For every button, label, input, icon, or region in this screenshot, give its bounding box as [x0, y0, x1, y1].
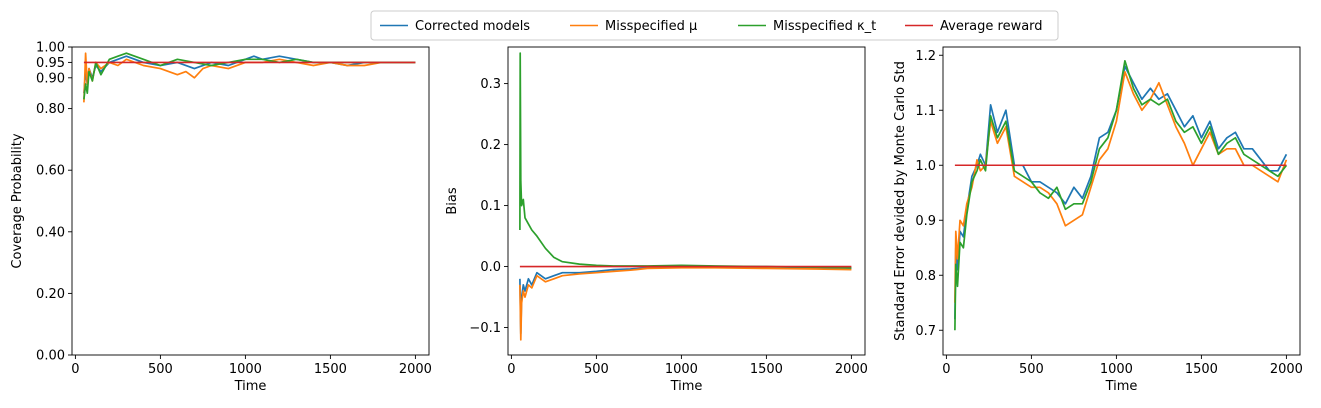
- y-tick-label: 0.95: [36, 56, 65, 71]
- y-tick-label: 1.2: [915, 49, 936, 64]
- y-tick-label: 0.8: [915, 269, 936, 284]
- series-line-misspecified-t: [519, 52, 852, 269]
- x-axis-label: Time: [234, 379, 267, 394]
- plot-area: [83, 52, 416, 103]
- axes-frame: [942, 46, 1301, 356]
- y-tick-label: 0.2: [480, 138, 501, 153]
- axes-frame: [71, 46, 430, 356]
- x-tick-label: 1500: [750, 362, 783, 377]
- x-axis-label: Time: [670, 379, 703, 394]
- series-line-misspecified: [519, 266, 852, 341]
- legend-label-average-reward: Average reward: [940, 19, 1043, 34]
- y-tick-label: 1.00: [36, 41, 65, 56]
- axes-frame: [507, 46, 866, 356]
- x-tick-label: 500: [1019, 362, 1044, 377]
- y-tick-label: 0.80: [36, 102, 65, 117]
- x-tick-label: 0: [71, 362, 79, 377]
- y-axis-label: Coverage Probability: [10, 133, 25, 268]
- x-tick-label: 0: [507, 362, 515, 377]
- y-tick-label: 0.1: [480, 199, 501, 214]
- series-line-misspecified-t: [83, 52, 416, 100]
- y-tick-label: 0.3: [480, 77, 501, 92]
- x-tick-label: 500: [148, 362, 173, 377]
- y-tick-label: 0.60: [36, 164, 65, 179]
- series-line-misspecified: [954, 70, 1288, 303]
- y-tick-label: 0.00: [36, 349, 65, 364]
- series-line-misspecified: [83, 52, 416, 103]
- plot-area: [954, 59, 1288, 331]
- x-tick-label: 500: [584, 362, 609, 377]
- x-tick-label: 2000: [399, 362, 432, 377]
- chart-panels: 0 500 1000 1500 20000.000.200.400.600.800.90…: [10, 41, 1303, 395]
- panel-2: 0 500 1000 1500 2000 −0.1 0.0 0.1 0.2 0.3 Time Bias: [445, 46, 868, 394]
- legend-label-corrected-models: Corrected models: [415, 19, 530, 34]
- x-tick-label: 0: [942, 362, 950, 377]
- y-tick-label: 0.9: [915, 214, 936, 229]
- x-tick-label: 1500: [314, 362, 347, 377]
- x-tick-label: 1000: [665, 362, 698, 377]
- x-axis-label: Time: [1105, 379, 1138, 394]
- panel-3: 0 500 1000 1500 2000 0.7 0.8 0.9 1.0 1.1 1.2 Time St…: [893, 46, 1303, 394]
- x-tick-label: 1500: [1185, 362, 1218, 377]
- series-line-corrected-models: [519, 265, 852, 335]
- panel-1: 0 500 1000 1500 2000 0.00 0.20 0.40 0.60 0.80 0.90…: [10, 41, 432, 395]
- legend-frame: [370, 10, 1059, 41]
- legend: Corrected models Misspecified μ Misspeci…: [370, 10, 1059, 41]
- series-line-corrected-models: [954, 65, 1288, 320]
- plot-area: [519, 52, 852, 341]
- y-tick-label: 1.0: [915, 159, 936, 174]
- legend-label-misspecified-mu: Misspecified μ: [605, 19, 697, 34]
- legend-label-misspecified-kappa: Misspecified κ_t: [773, 19, 876, 34]
- x-tick-label: 1000: [229, 362, 262, 377]
- y-tick-label: 0.40: [36, 225, 65, 240]
- y-axis-label: Bias: [445, 187, 460, 214]
- x-tick-label: 2000: [835, 362, 868, 377]
- y-axis-label: Standard Error devided by Monte Carlo St…: [893, 61, 908, 341]
- y-tick-label: 1.1: [915, 104, 936, 119]
- y-tick-label: 0.90: [36, 71, 65, 86]
- y-tick-label: 0.0: [480, 260, 501, 275]
- x-tick-label: 1000: [1100, 362, 1133, 377]
- y-tick-label: 0.7: [915, 324, 936, 339]
- x-tick-label: 2000: [1270, 362, 1303, 377]
- y-tick-label: −0.1: [469, 321, 501, 336]
- y-tick-label: 0.20: [36, 287, 65, 302]
